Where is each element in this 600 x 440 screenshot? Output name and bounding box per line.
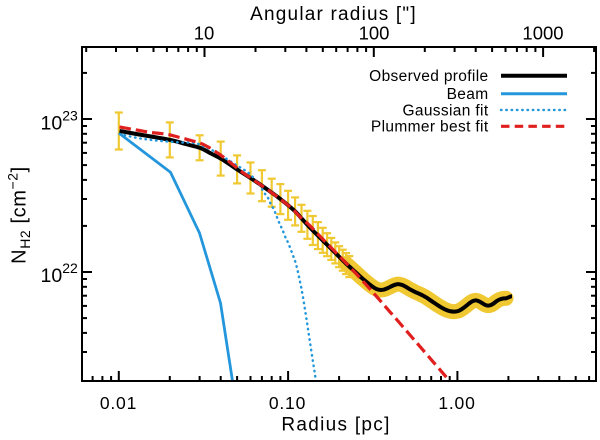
svg-text:1.00: 1.00 — [438, 393, 475, 413]
svg-text:0.10: 0.10 — [269, 393, 306, 413]
svg-text:Beam: Beam — [447, 86, 489, 103]
svg-text:0.01: 0.01 — [100, 393, 137, 413]
svg-text:Radius [pc]: Radius [pc] — [281, 415, 390, 436]
svg-text:1023: 1023 — [41, 107, 78, 134]
svg-text:Angular radius ["]: Angular radius ["] — [250, 4, 417, 25]
svg-text:Gaussian fit: Gaussian fit — [402, 103, 488, 120]
svg-text:100: 100 — [359, 23, 390, 44]
svg-text:Observed profile: Observed profile — [369, 68, 488, 85]
svg-text:1000: 1000 — [522, 23, 563, 44]
svg-text:Plummer best fit: Plummer best fit — [371, 119, 489, 136]
svg-text:10: 10 — [194, 23, 215, 44]
